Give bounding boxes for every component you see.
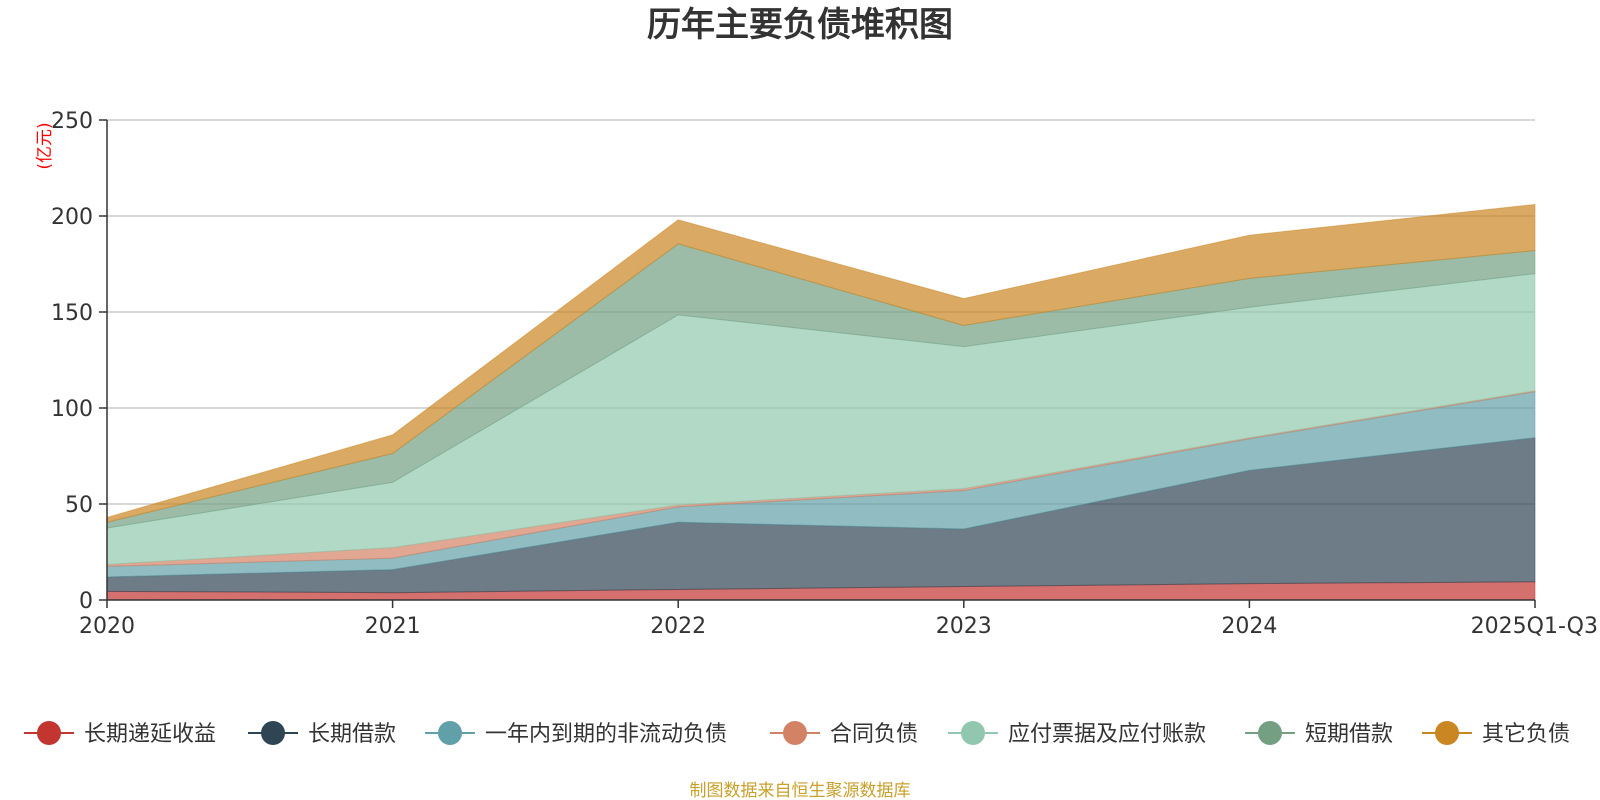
- x-tick-label: 2024: [1221, 614, 1277, 639]
- legend-label: 其它负债: [1482, 722, 1570, 747]
- data-source-note: 制图数据来自恒生聚源数据库: [690, 781, 911, 800]
- axes: 0 50 100 150 200 250 2020 2021 2022 2023 2024 2025Q…: [51, 109, 1598, 639]
- legend-label: 应付票据及应付账款: [1008, 722, 1206, 747]
- legend-item-合同负债[interactable]: 合同负债: [770, 721, 918, 747]
- legend-marker: [1435, 721, 1459, 745]
- y-tick-label: 0: [79, 589, 93, 614]
- area-其它负债: [106, 203, 1536, 523]
- legend-label: 长期递延收益: [84, 722, 216, 747]
- chart-title: 历年主要负债堆积图: [647, 5, 953, 45]
- legend-item-其它负债[interactable]: 其它负债: [1422, 721, 1570, 747]
- y-tick-label: 100: [51, 397, 93, 422]
- y-tick-label: 50: [65, 493, 93, 518]
- legend-item-应付票据及应付账款[interactable]: 应付票据及应付账款: [948, 721, 1206, 747]
- y-tick-label: 200: [51, 205, 93, 230]
- area-series: [106, 203, 1536, 601]
- legend-item-一年内到期的非流动负债[interactable]: 一年内到期的非流动负债: [425, 721, 727, 747]
- legend-marker: [37, 721, 61, 745]
- y-axis-unit-label: (亿元): [35, 122, 55, 169]
- y-tick-label: 150: [51, 301, 93, 326]
- legend-marker: [261, 721, 285, 745]
- legend-item-短期借款[interactable]: 短期借款: [1245, 721, 1393, 747]
- legend-label: 长期借款: [308, 722, 396, 747]
- legend-marker: [438, 721, 462, 745]
- legend-marker: [783, 721, 807, 745]
- legend[interactable]: 长期递延收益 长期借款 一年内到期的非流动负债 合同负债 应付票据及应付账款 短期借款 其它…: [24, 721, 1570, 747]
- x-tick-label: 2023: [936, 614, 992, 639]
- legend-item-长期递延收益[interactable]: 长期递延收益: [24, 721, 216, 747]
- legend-label: 短期借款: [1305, 722, 1393, 747]
- legend-label: 合同负债: [830, 722, 918, 747]
- x-tick-label: 2022: [650, 614, 706, 639]
- x-tick-label: 2020: [79, 614, 135, 639]
- legend-item-长期借款[interactable]: 长期借款: [248, 721, 396, 747]
- x-tick-label: 2025Q1-Q3: [1471, 614, 1598, 639]
- legend-marker: [1258, 721, 1282, 745]
- x-tick-label: 2021: [365, 614, 421, 639]
- y-tick-label: 250: [51, 109, 93, 134]
- legend-marker: [961, 721, 985, 745]
- legend-label: 一年内到期的非流动负债: [485, 722, 727, 747]
